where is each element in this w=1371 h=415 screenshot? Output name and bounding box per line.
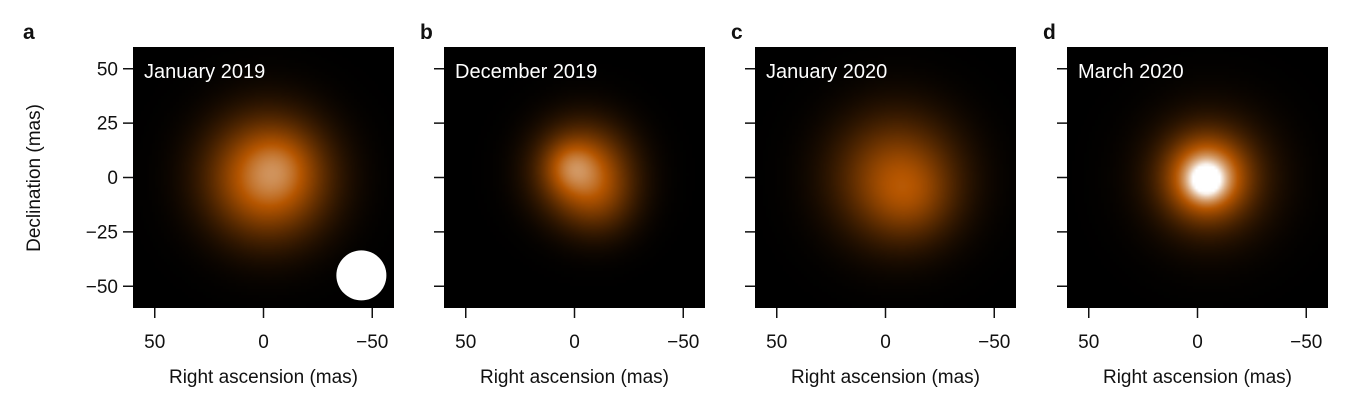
x-axis-label: Right ascension (mas) — [791, 367, 980, 388]
heatmap-image — [1067, 47, 1328, 308]
panel-letter: b — [420, 21, 433, 44]
chart-panel-a: January 2019 a 50 25 0 −25 −50 50 0 −50 Right asce… — [23, 21, 394, 388]
beam-marker — [336, 250, 387, 301]
y-tick-label: 0 — [107, 168, 118, 189]
x-tick-label: 50 — [455, 332, 476, 353]
y-tick-label: −50 — [86, 277, 118, 298]
x-axis-label: Right ascension (mas) — [480, 367, 669, 388]
panel-letter: d — [1043, 21, 1056, 44]
x-axis-label: Right ascension (mas) — [1103, 367, 1292, 388]
y-tick-label: 50 — [97, 59, 118, 80]
chart-panel-c: January 2020 c 50 0 −50 Right ascension (mas) — [731, 21, 1016, 388]
heatmap-image — [444, 47, 705, 308]
x-tick-label: 50 — [766, 332, 787, 353]
x-tick-label: −50 — [356, 332, 388, 353]
x-tick-label: −50 — [1290, 332, 1322, 353]
panel-title: December 2019 — [455, 61, 597, 83]
panel-title: January 2020 — [766, 61, 887, 83]
x-tick-label: 50 — [1078, 332, 1099, 353]
figure-y-axis-label: Declination (mas) — [24, 104, 45, 252]
panel-title: January 2019 — [144, 61, 265, 83]
x-tick-label: 0 — [1192, 332, 1203, 353]
chart-panel-d: March 2020 d 50 0 −50 Right ascension (mas) — [1043, 21, 1328, 388]
heatmap-image — [755, 47, 1016, 308]
panel-letter: c — [731, 21, 743, 44]
panel-title: March 2020 — [1078, 61, 1184, 83]
chart-panel-b: December 2019 b 50 0 −50 Right ascension (mas… — [420, 21, 705, 388]
x-tick-label: 0 — [569, 332, 580, 353]
x-tick-label: −50 — [667, 332, 699, 353]
y-tick-label: 25 — [97, 114, 118, 135]
x-tick-label: −50 — [978, 332, 1010, 353]
y-tick-label: −25 — [86, 222, 118, 243]
panel-letter: a — [23, 21, 35, 44]
x-axis-label: Right ascension (mas) — [169, 367, 358, 388]
x-tick-label: 0 — [880, 332, 891, 353]
x-tick-label: 0 — [258, 332, 269, 353]
x-tick-label: 50 — [144, 332, 165, 353]
